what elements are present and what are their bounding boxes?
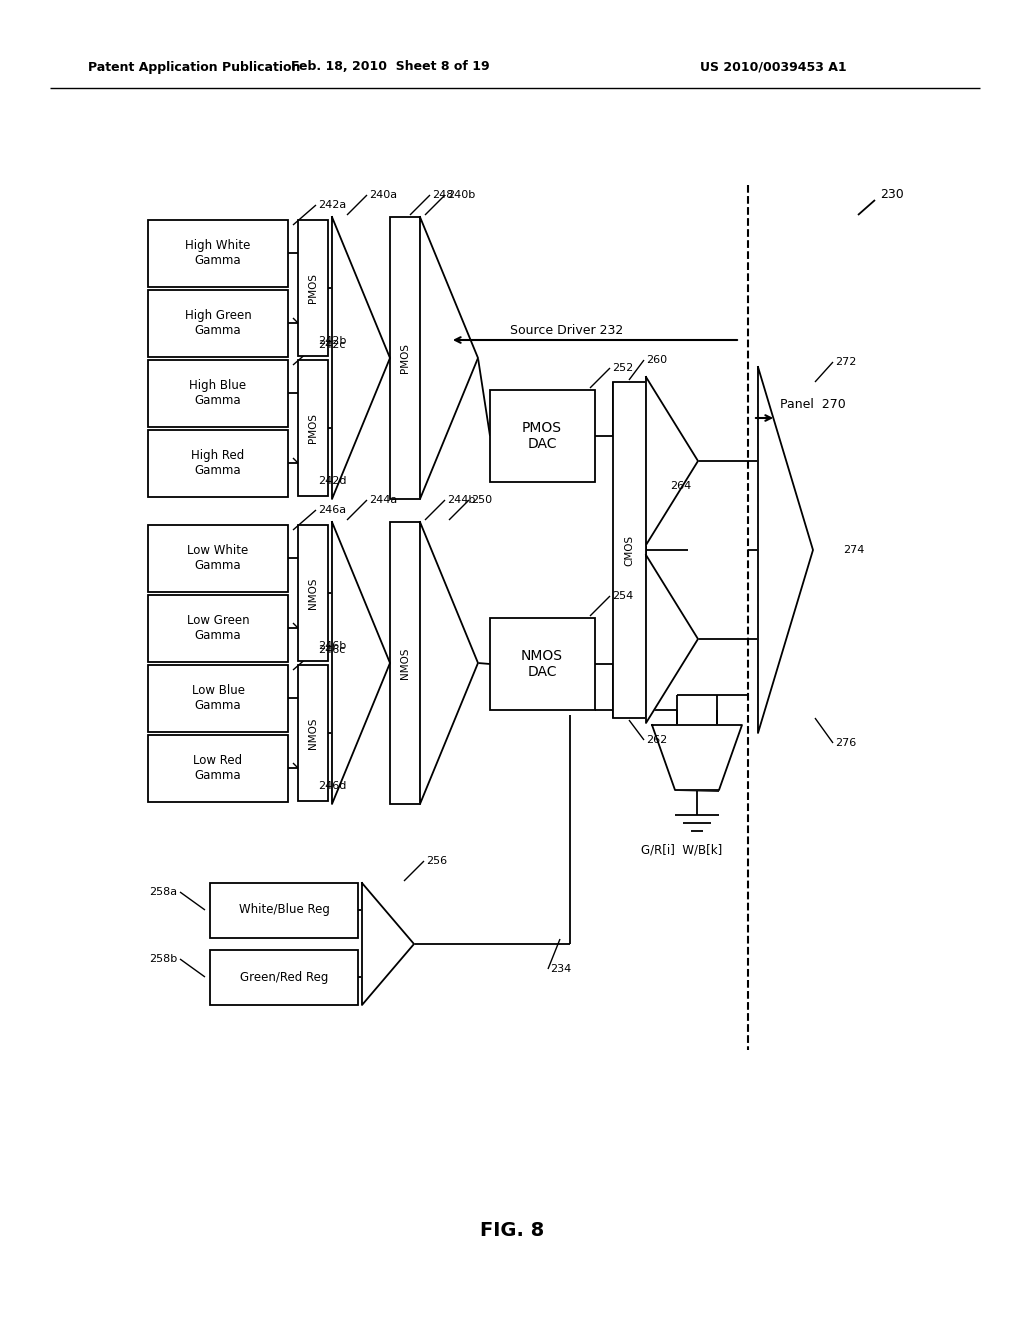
Text: 244a: 244a [369,495,397,506]
Polygon shape [646,554,698,723]
Text: Panel  270: Panel 270 [780,399,846,412]
Text: PMOS: PMOS [308,273,318,304]
Bar [148,595,288,663]
Text: 234: 234 [550,964,571,974]
Text: 246b: 246b [318,642,346,651]
Bar [298,665,328,801]
Text: High Green
Gamma: High Green Gamma [184,309,251,337]
Text: FIG. 8: FIG. 8 [480,1221,544,1239]
Text: 254: 254 [612,591,633,601]
Text: NMOS: NMOS [308,717,318,748]
Text: 272: 272 [835,356,856,367]
Bar [148,665,288,733]
Polygon shape [420,521,478,804]
Bar [148,525,288,591]
Bar [148,220,288,286]
Text: 242d: 242d [318,477,346,486]
Text: 250: 250 [471,495,493,506]
Text: Green/Red Reg: Green/Red Reg [240,970,328,983]
Bar [490,618,595,710]
Text: 256: 256 [426,855,447,866]
Text: NMOS: NMOS [400,647,410,678]
Polygon shape [646,378,698,545]
Text: 242c: 242c [318,341,345,350]
Text: High Red
Gamma: High Red Gamma [191,449,245,477]
Text: 242a: 242a [318,201,346,210]
Text: 240b: 240b [447,190,475,201]
Bar [390,216,420,499]
Text: PMOS: PMOS [308,413,318,444]
Text: 246c: 246c [318,645,345,655]
Text: 252: 252 [612,363,633,374]
Text: 262: 262 [646,735,668,744]
Text: 248: 248 [432,190,454,201]
Bar [210,883,358,939]
Text: 240a: 240a [369,190,397,201]
Polygon shape [332,521,390,804]
Text: 276: 276 [835,738,856,748]
Text: 242b: 242b [318,337,346,346]
Text: 274: 274 [843,545,864,554]
Text: 260: 260 [646,355,667,366]
Bar [298,525,328,661]
Text: 258a: 258a [148,887,177,898]
Text: CMOS: CMOS [624,535,634,565]
Polygon shape [758,367,813,733]
Text: White/Blue Reg: White/Blue Reg [239,903,330,916]
Text: Low White
Gamma: Low White Gamma [187,544,249,572]
Text: Low Red
Gamma: Low Red Gamma [194,754,243,781]
Text: US 2010/0039453 A1: US 2010/0039453 A1 [700,61,847,74]
Text: High Blue
Gamma: High Blue Gamma [189,379,247,407]
Text: 258b: 258b [148,954,177,964]
Text: G/R[i]  W/B[k]: G/R[i] W/B[k] [641,843,723,857]
Bar [148,735,288,803]
Text: 230: 230 [880,189,904,202]
Bar [210,950,358,1005]
Text: Low Blue
Gamma: Low Blue Gamma [191,684,245,711]
Bar [298,220,328,356]
Bar [148,290,288,356]
Text: 246d: 246d [318,781,346,791]
Text: 244b: 244b [447,495,475,506]
Polygon shape [652,725,742,789]
Text: NMOS: NMOS [308,577,318,609]
Bar [148,430,288,498]
Text: Low Green
Gamma: Low Green Gamma [186,614,249,642]
Polygon shape [420,216,478,499]
Text: 246a: 246a [318,506,346,515]
Text: 264: 264 [670,480,691,491]
Polygon shape [332,216,390,499]
Bar [148,360,288,426]
Bar [613,381,646,718]
Text: PMOS
DAC: PMOS DAC [522,421,562,451]
Text: High White
Gamma: High White Gamma [185,239,251,267]
Text: Source Driver 232: Source Driver 232 [510,323,624,337]
Text: Feb. 18, 2010  Sheet 8 of 19: Feb. 18, 2010 Sheet 8 of 19 [291,61,489,74]
Bar [390,521,420,804]
Text: Patent Application Publication: Patent Application Publication [88,61,300,74]
Bar [298,360,328,496]
Bar [490,389,595,482]
Polygon shape [362,883,414,1005]
Text: NMOS
DAC: NMOS DAC [521,649,563,678]
Text: PMOS: PMOS [400,343,410,374]
